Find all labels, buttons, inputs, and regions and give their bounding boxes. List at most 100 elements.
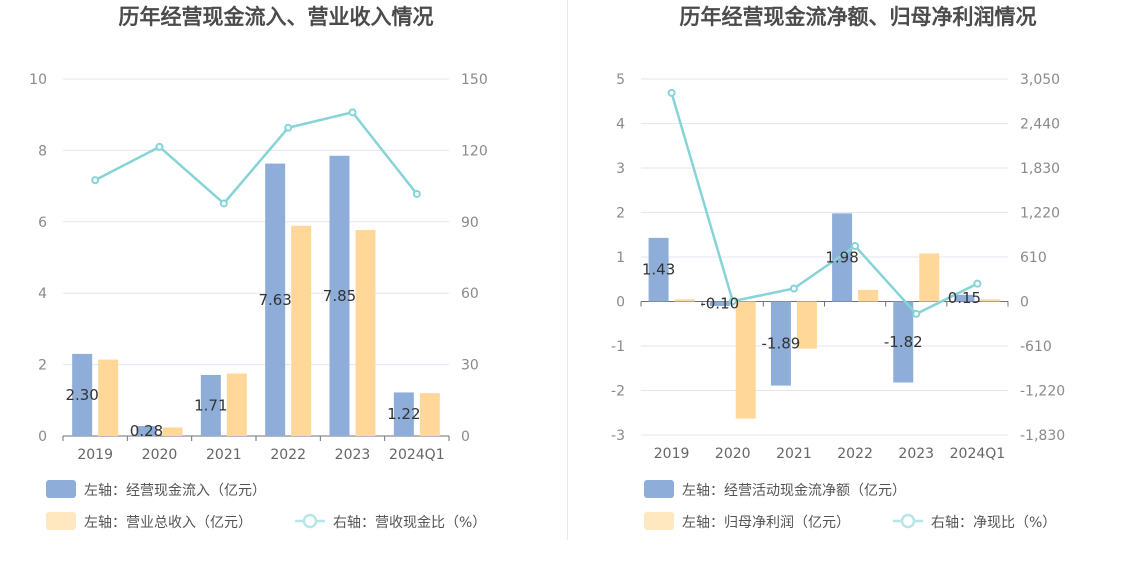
bar-series-1 (226, 373, 247, 436)
left-axis-tick-label: -1 (611, 339, 625, 355)
line-point (155, 142, 164, 151)
right-axis-tick-label: 120 (461, 143, 488, 159)
chart-svg-right: 历年经营现金流净额、归母净利润情况 -3 -2 -1 0 1 2 3 4 5 -1,830 -1,22… (611, 5, 1065, 531)
bar-series-0 (393, 392, 414, 436)
x-axis-tick-label: 2022 (270, 447, 306, 463)
line-point (284, 123, 293, 132)
left-axis-tick-label: 2 (38, 358, 47, 374)
x-axis-tick-label: 2023 (898, 446, 934, 462)
bar-data-label: 1.22 (387, 405, 420, 423)
line-series-2 (94, 110, 418, 206)
right-axis-tick-label: 30 (461, 358, 479, 374)
right-axis-tick-label: 2,440 (1020, 117, 1060, 133)
bar-series-1 (674, 299, 695, 302)
bar-series-1 (355, 230, 376, 436)
bar-data-label: -1.89 (762, 335, 801, 353)
bar-data-label: 7.63 (258, 291, 291, 309)
left-axis-tick-label: 4 (616, 117, 625, 133)
x-axis-tick-label: 2020 (142, 447, 178, 463)
right-axis-tick-label: 60 (461, 286, 479, 302)
bar-data-label: 2.30 (65, 386, 98, 404)
bar-series-0 (136, 426, 157, 436)
bar-series-1 (980, 299, 1001, 302)
bar-series-1 (162, 427, 183, 436)
bar-series-1 (291, 225, 312, 436)
x-axis-tick-label: 2024Q1 (389, 447, 445, 463)
bar-series-0 (954, 294, 975, 302)
right-axis-tick-label: -610 (1020, 339, 1052, 355)
bar-data-label: 0.15 (948, 289, 981, 307)
chart-title: 历年经营现金流净额、归母净利润情况 (680, 5, 1037, 29)
right-axis-tick-label: 0 (461, 429, 470, 445)
right-axis-tick-label: 1,220 (1020, 206, 1060, 222)
legend-label-0: 左轴：经营现金流入（亿元） (84, 483, 266, 499)
chart-svg-left: 历年经营现金流入、营业收入情况 0 2 4 6 8 10 0 30 60 90 120 150 2019 2… (29, 5, 488, 531)
bar-data-label: 1.71 (194, 396, 227, 414)
line-point (851, 242, 860, 251)
left-axis-tick-label: 4 (38, 286, 47, 302)
x-axis-tick-label: 2023 (335, 447, 371, 463)
bar-series-0 (893, 301, 914, 383)
bar-data-label: 1.98 (825, 248, 858, 266)
line-point (412, 189, 421, 198)
bar-series-0 (832, 213, 853, 302)
legend-label-1: 左轴：归母净利润（亿元） (682, 514, 850, 531)
left-axis-tick-label: 3 (616, 161, 625, 177)
right-axis-tick-label: 0 (1020, 295, 1029, 311)
chart-panel-cashflow-revenue: 历年经营现金流入、营业收入情况 0 2 4 6 8 10 0 30 60 90 120 150 2019 2… (0, 0, 566, 582)
left-axis-tick-label: 0 (38, 429, 47, 445)
legend-label-2: 右轴：营收现金比（%） (333, 515, 486, 531)
legend-swatch-marker (302, 513, 318, 529)
bar-data-label: -0.10 (700, 295, 739, 313)
bar-series-0 (72, 353, 93, 436)
x-axis-tick-label: 2021 (776, 446, 812, 462)
legend-label-0: 左轴：经营活动现金流净额（亿元） (682, 483, 906, 499)
bar-series-1 (796, 301, 817, 349)
line-point (91, 176, 100, 185)
line-point (219, 199, 228, 208)
bar-series-0 (648, 237, 669, 302)
legend-swatch-1 (644, 512, 674, 530)
panel-divider (567, 0, 568, 540)
left-axis-tick-label: 5 (616, 72, 625, 88)
line-point (912, 309, 921, 318)
bar-series-0 (200, 374, 221, 436)
left-axis-tick-label: 10 (29, 72, 47, 88)
left-axis-tick-label: 1 (616, 250, 625, 266)
x-axis-tick-label: 2021 (206, 447, 242, 463)
line-point (789, 284, 798, 293)
right-axis-tick-label: 150 (461, 72, 488, 88)
legend-label-2: 右轴：净现比（%） (931, 515, 1056, 531)
x-axis-tick-label: 2020 (715, 446, 751, 462)
line-point (973, 279, 982, 288)
left-axis-tick-label: 2 (616, 206, 625, 222)
right-axis-tick-label: 1,830 (1020, 161, 1060, 177)
bar-series-1 (419, 393, 440, 436)
legend-swatch-0 (46, 480, 76, 498)
x-axis-tick-label: 2024Q1 (950, 446, 1006, 462)
left-axis-tick-label: -2 (611, 384, 625, 400)
line-point (667, 88, 676, 97)
chart-panel-netcash-profit: 历年经营现金流净额、归母净利润情况 -3 -2 -1 0 1 2 3 4 5 -1,830 -1,22… (568, 0, 1134, 582)
right-axis-tick-label: 3,050 (1020, 72, 1060, 88)
bar-series-0 (265, 163, 286, 436)
right-axis-tick-label: -1,830 (1020, 428, 1065, 444)
right-axis-tick-label: 90 (461, 215, 479, 231)
left-axis-tick-label: 0 (616, 295, 625, 311)
chart-title: 历年经营现金流入、营业收入情况 (119, 5, 434, 29)
bar-data-label: 7.85 (323, 287, 356, 305)
line-series-2 (670, 92, 978, 316)
line-point (728, 297, 737, 306)
legend-swatch-0 (644, 480, 674, 498)
bar-data-label: -1.82 (884, 333, 923, 351)
bar-series-1 (858, 289, 879, 302)
x-axis-tick-label: 2022 (837, 446, 873, 462)
line-point (348, 108, 357, 117)
x-axis-tick-label: 2019 (654, 446, 690, 462)
legend-swatch-1 (46, 512, 76, 530)
bar-series-0 (329, 155, 350, 436)
left-axis-tick-label: -3 (611, 428, 625, 444)
legend-swatch-marker (900, 513, 916, 529)
bar-series-0 (770, 301, 791, 386)
x-axis-tick-label: 2019 (77, 447, 113, 463)
